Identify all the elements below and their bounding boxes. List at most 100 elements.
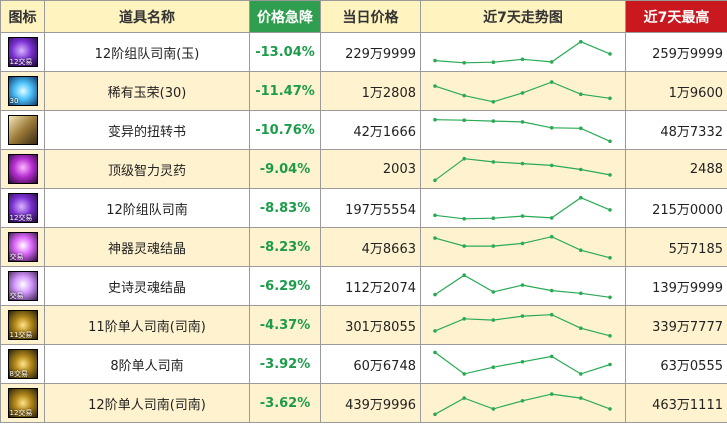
trend-point	[549, 125, 554, 130]
table-row: 交易 史诗灵魂结晶 -6.29% 112万2074 139万9999	[0, 266, 727, 306]
book-icon	[7, 115, 38, 145]
trend-point	[520, 241, 525, 245]
gold-tradable-icon: 8交易	[7, 349, 38, 379]
price-drop: -3.62%	[249, 383, 321, 423]
current-price: 197万5554	[320, 188, 421, 228]
trend-point	[433, 83, 437, 88]
trend-point	[549, 79, 554, 84]
header-name: 道具名称	[44, 0, 250, 33]
trend-chart-cell	[420, 188, 626, 228]
trend-point	[433, 328, 437, 333]
trend-point	[491, 243, 496, 248]
seven-day-max: 2488	[625, 149, 727, 189]
trend-point	[608, 172, 612, 177]
trend-point	[433, 58, 437, 62]
item-icon-cell: 30	[0, 71, 45, 111]
trend-point	[462, 316, 466, 321]
trend-point	[579, 395, 583, 400]
trend-point	[608, 362, 612, 366]
trend-sparkline	[433, 195, 612, 221]
trend-point	[579, 167, 583, 171]
trend-point	[520, 213, 525, 218]
trend-point	[462, 60, 466, 65]
trend-point	[549, 59, 554, 64]
icon-tag: 12交易	[9, 58, 33, 66]
icon-tag: 交易	[9, 253, 24, 261]
seven-day-max: 139万9999	[625, 266, 727, 306]
gold-tradable-icon: 11交易	[7, 310, 38, 340]
trend-chart-cell	[420, 344, 626, 384]
current-price: 112万2074	[320, 266, 421, 306]
item-icon-cell: 12交易	[0, 383, 45, 423]
trend-point	[549, 234, 554, 238]
icon-tag: 12交易	[9, 214, 33, 222]
current-price: 301万8055	[320, 305, 421, 345]
purple-tradable-icon: 12交易	[7, 37, 38, 67]
header-price: 当日价格	[320, 0, 421, 33]
item-icon-cell	[0, 110, 45, 150]
price-drop-table: 图标 道具名称 价格急降 当日价格 近7天走势图 近7天最高 12交易 12阶组队…	[0, 0, 727, 423]
item-name: 12阶单人司南(司南)	[44, 383, 250, 423]
seven-day-max: 1万9600	[625, 71, 727, 111]
seven-day-max: 215万0000	[625, 188, 727, 228]
trend-point	[520, 359, 525, 364]
header-trend: 近7天走势图	[420, 0, 626, 33]
trend-point	[433, 235, 437, 240]
price-drop: -3.92%	[249, 344, 321, 384]
trend-point	[520, 161, 525, 165]
trend-point	[433, 117, 437, 121]
header-icon: 图标	[0, 0, 45, 33]
trend-chart-cell	[420, 32, 626, 72]
trend-point	[520, 398, 525, 403]
item-icon-cell: 12交易	[0, 32, 45, 72]
gold-tradable-icon: 12交易	[7, 388, 38, 418]
trend-point	[579, 291, 583, 295]
trend-point	[491, 159, 496, 164]
item-icon-cell: 12交易	[0, 188, 45, 228]
seven-day-max: 259万9999	[625, 32, 727, 72]
item-name: 12阶组队司南(玉)	[44, 32, 250, 72]
trend-chart-cell	[420, 227, 626, 267]
trend-chart-cell	[420, 305, 626, 345]
trend-point	[579, 126, 583, 130]
trend-point	[462, 272, 466, 277]
price-drop: -13.04%	[249, 32, 321, 72]
trend-point	[608, 295, 612, 299]
item-name: 8阶单人司南	[44, 344, 250, 384]
price-drop: -10.76%	[249, 110, 321, 150]
trend-point	[520, 282, 525, 287]
trend-point	[462, 243, 466, 248]
trend-point	[491, 317, 496, 322]
trend-point	[520, 57, 525, 61]
trend-point	[549, 312, 554, 316]
icon-tag: 11交易	[9, 331, 33, 339]
table-row: 30 稀有玉荣(30) -11.47% 1万2808 1万9600	[0, 71, 727, 111]
trend-point	[462, 156, 466, 160]
icon-tag: 交易	[9, 292, 24, 300]
item-name: 12阶组队司南	[44, 188, 250, 228]
trend-point	[608, 139, 612, 143]
item-icon-cell: 11交易	[0, 305, 45, 345]
trend-point	[433, 350, 437, 354]
trend-line	[434, 235, 611, 258]
price-drop: -6.29%	[249, 266, 321, 306]
purple-tradable-icon: 12交易	[7, 193, 38, 223]
current-price: 2003	[320, 149, 421, 189]
trend-point	[491, 289, 496, 294]
current-price: 439万9996	[320, 383, 421, 423]
trend-sparkline	[433, 39, 612, 65]
trend-point	[579, 371, 583, 376]
table-row: 8交易 8阶单人司南 -3.92% 60万6748 63万0555	[0, 344, 727, 384]
trend-sparkline	[433, 272, 612, 299]
icon-tag: 8交易	[9, 370, 28, 378]
crystal-light-icon: 交易	[7, 271, 38, 301]
trend-sparkline	[433, 156, 612, 182]
trend-point	[579, 247, 583, 252]
item-icon-cell: 8交易	[0, 344, 45, 384]
trend-point	[520, 313, 525, 318]
trend-chart-cell	[420, 383, 626, 423]
trend-point	[491, 59, 496, 64]
table-row: 12交易 12阶组队司南(玉) -13.04% 229万9999 259万9999	[0, 32, 727, 72]
trend-point	[549, 391, 554, 396]
trend-point	[491, 406, 496, 411]
